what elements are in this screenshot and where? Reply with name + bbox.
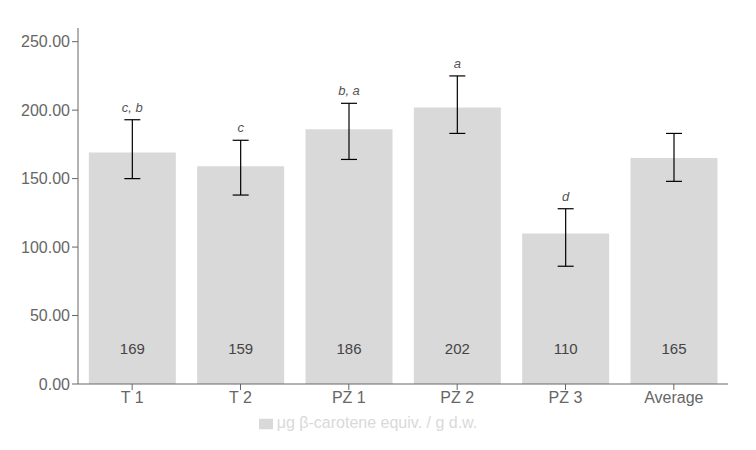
svg-text:169: 169 xyxy=(120,340,145,357)
svg-text:T 2: T 2 xyxy=(229,389,252,406)
svg-text:200.00: 200.00 xyxy=(21,102,70,119)
svg-text:T 1: T 1 xyxy=(121,389,144,406)
svg-text:0.00: 0.00 xyxy=(39,376,70,393)
svg-text:150.00: 150.00 xyxy=(21,170,70,187)
svg-text:250.00: 250.00 xyxy=(21,33,70,50)
svg-text:PZ 2: PZ 2 xyxy=(440,389,474,406)
svg-text:b, a: b, a xyxy=(338,83,360,98)
svg-text:202: 202 xyxy=(445,340,470,357)
html-text:μg β-carotene equiv. / g d.w.: μg β-carotene equiv. / g d.w. xyxy=(276,414,478,431)
svg-text:50.00: 50.00 xyxy=(30,307,70,324)
svg-text:110: 110 xyxy=(554,340,578,357)
svg-text:186: 186 xyxy=(336,340,361,357)
svg-text:Average: Average xyxy=(644,389,703,406)
svg-text:d: d xyxy=(562,189,570,204)
svg-text:PZ 3: PZ 3 xyxy=(549,389,583,406)
svg-text:PZ 1: PZ 1 xyxy=(332,389,366,406)
svg-text:165: 165 xyxy=(661,340,686,357)
svg-text:c, b: c, b xyxy=(122,100,143,115)
svg-text:c: c xyxy=(237,120,244,135)
svg-text:a: a xyxy=(454,56,461,71)
svg-text:100.00: 100.00 xyxy=(21,239,70,256)
svg-text:159: 159 xyxy=(228,340,253,357)
